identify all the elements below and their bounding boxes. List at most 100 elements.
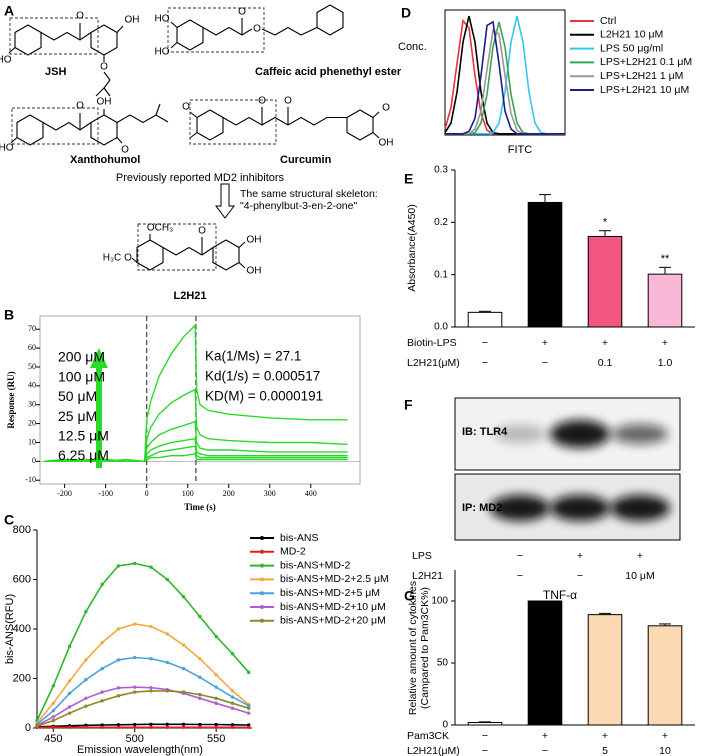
x-tick-label: 300 [264, 489, 276, 498]
data-point [214, 722, 218, 727]
data-point [67, 725, 72, 729]
condition-value: − [517, 550, 523, 562]
bond [116, 137, 123, 144]
data-point [84, 696, 88, 700]
condition-value: + [662, 730, 668, 742]
data-point [133, 722, 137, 727]
data-point [51, 708, 55, 713]
data-point [51, 684, 55, 688]
bond [170, 21, 178, 28]
blot-band [612, 424, 668, 444]
bar [527, 600, 563, 726]
blot-label: IP: MD2 [462, 502, 502, 514]
bond [372, 111, 380, 118]
y-tick-label: 800 [13, 524, 31, 536]
condition-label: Pam3CK [407, 730, 449, 742]
highlight-box [167, 7, 265, 53]
data-point [84, 725, 88, 729]
data-point [100, 640, 104, 645]
legend-label: LPS+L2H21 10 μM [600, 84, 689, 96]
data-point [116, 694, 121, 698]
condition-value: + [542, 337, 548, 349]
data-point [198, 722, 202, 727]
x-axis-label: FITC [508, 144, 532, 156]
y-axis-label: Relative amount of cytokines [407, 581, 419, 715]
series-line [36, 686, 249, 727]
y-tick-label: 400 [13, 623, 31, 635]
y-tick-label: 10 [28, 437, 36, 446]
data-point [149, 565, 153, 569]
condition-value: − [482, 357, 488, 369]
data-point [247, 704, 251, 708]
series-line [44, 437, 348, 462]
bond [8, 47, 16, 54]
bar [467, 722, 503, 726]
series-line [445, 20, 565, 135]
legend-label: bis-ANS+MD-2+5 μM [280, 587, 380, 599]
data-point [100, 690, 104, 694]
atom-label: O [76, 101, 84, 112]
series-line [36, 723, 249, 728]
highlight-box [189, 99, 277, 145]
bond [42, 121, 92, 131]
blot-band [550, 495, 610, 521]
condition-label: Biotin-LPS [407, 337, 457, 349]
condition-label: L2H21(μM) [407, 357, 460, 369]
bond [162, 246, 214, 256]
bond [116, 114, 169, 124]
legend-marker [260, 563, 264, 568]
plot-frame [444, 9, 566, 136]
condition-value: + [637, 550, 643, 562]
y-tick-label: 0 [25, 722, 31, 734]
data-point [230, 723, 235, 727]
x-tick-label: 200 [223, 489, 235, 498]
condition-value: + [577, 550, 583, 562]
y-tick-label: 20 [28, 418, 36, 427]
bond [189, 132, 198, 139]
condition-value: 10 [659, 745, 671, 756]
legend-label: MD-2 [280, 546, 306, 558]
legend-label: bis-ANS+MD-2+10 μM [280, 601, 386, 613]
y-tick-label: 0 [442, 720, 448, 731]
legend-label: bis-ANS+MD-2 [280, 559, 350, 571]
legend-label: 12.5 μM [58, 428, 109, 444]
y-tick-label: 60 [28, 343, 36, 352]
legend-label: LPS+L2H21 1 μM [600, 70, 683, 82]
atom-label: HO [155, 47, 170, 58]
data-point [247, 711, 251, 715]
y-tick-label: 70 [28, 324, 36, 333]
x-tick-label: -100 [98, 489, 113, 498]
skeleton-note: The same structural skeleton: [240, 188, 378, 200]
x-axis-label: Emission wavelength(nm) [77, 744, 203, 756]
condition-label: L2H21 [412, 570, 443, 582]
data-point [116, 564, 121, 568]
bond [40, 31, 92, 41]
data-point [100, 725, 104, 729]
atom-label: HO [0, 143, 14, 154]
data-point [214, 701, 218, 705]
panel-label: F [404, 397, 413, 413]
bar [587, 235, 623, 328]
condition-value: + [542, 730, 548, 742]
highlight-box [9, 17, 99, 55]
error-bar [599, 612, 611, 615]
bond [261, 26, 318, 36]
atom-label: OH [247, 235, 262, 246]
atom-label: HO [155, 14, 170, 25]
atom-label: O [100, 62, 108, 73]
data-point [149, 722, 153, 726]
bond [10, 137, 18, 144]
data-point [181, 725, 186, 729]
condition-value: − [482, 337, 488, 349]
data-point [247, 706, 251, 710]
x-tick-label: 550 [207, 733, 225, 745]
series-line [36, 656, 250, 725]
error-bar [659, 623, 671, 626]
data-point [133, 725, 137, 729]
y-tick-label: 200 [13, 672, 31, 684]
data-point [149, 725, 153, 729]
legend-label: bis-ANS [280, 532, 319, 544]
atom-label: O [253, 24, 261, 35]
data-point [100, 582, 104, 587]
data-point [230, 706, 235, 710]
